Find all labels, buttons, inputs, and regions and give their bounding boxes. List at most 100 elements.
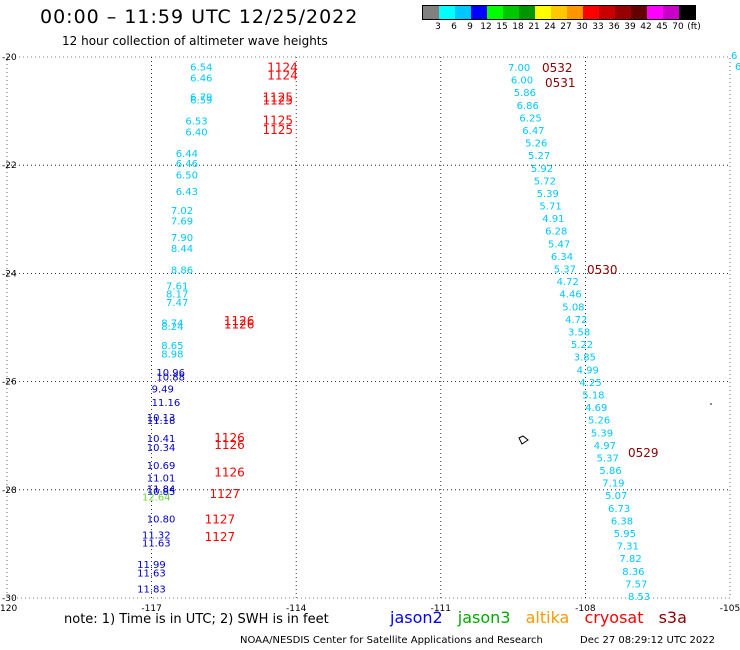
color-scale-legend: 3 6 9 12 15 18 21 24 27 30 33 36 39 42 45 70 (ft) — [422, 5, 701, 34]
pass-time-label: 1126 — [214, 431, 245, 445]
footer-note: note: 1) Time is in UTC; 2) SWH is in fe… — [64, 612, 329, 627]
wave-height-value: 6.28 — [545, 227, 567, 238]
wave-height-value: 5.37 — [554, 265, 576, 276]
legend-swatch — [647, 6, 663, 19]
legend-tick: 27 — [560, 22, 572, 32]
wave-height-value: 4.91 — [542, 214, 564, 225]
legend-swatch — [551, 6, 567, 19]
legend-swatch — [663, 6, 679, 19]
legend-swatch — [679, 6, 695, 19]
map-title: 00:00 – 11:59 UTC 12/25/2022 — [40, 6, 359, 28]
generated-timestamp: Dec 27 08:29:12 UTC 2022 — [580, 635, 715, 646]
legend-swatch — [599, 6, 615, 19]
wave-height-value: 5.26 — [588, 416, 610, 427]
wave-height-value: 5.72 — [534, 176, 556, 187]
pass-time-label: 0530 — [587, 263, 618, 277]
wave-height-value: 7.00 — [508, 63, 530, 74]
wave-height-value: 10.34 — [147, 443, 176, 454]
edge-values: 66 — [731, 51, 740, 73]
wave-height-value: 5.27 — [528, 151, 550, 162]
sat-s3a: s3a — [658, 608, 687, 627]
wave-height-value: 5.26 — [525, 139, 547, 150]
legend-swatch — [439, 6, 455, 19]
wave-height-value: 3.58 — [568, 328, 590, 339]
wave-height-value: 5.18 — [582, 390, 604, 401]
pass-time-label: 1125 — [262, 94, 293, 108]
wave-height-value: 6.79 — [190, 92, 212, 103]
pass-time-label: 1127 — [209, 487, 240, 501]
track-b-values: 7.006.005.866.866.256.475.265.275.925.72… — [508, 63, 650, 603]
sat-jason3: jason3 — [457, 608, 511, 627]
wave-height-value: 5.95 — [614, 529, 636, 540]
wave-height-value: 4.25 — [579, 378, 601, 389]
lat-label: -22 — [2, 161, 17, 171]
wave-height-value: 7.19 — [602, 479, 624, 490]
wave-height-value: 5.07 — [605, 491, 627, 502]
island-shape — [518, 435, 529, 445]
legend-tick: 42 — [640, 22, 652, 32]
wave-height-value: 11.63 — [142, 539, 171, 550]
wave-height-value: 6.54 — [190, 63, 212, 74]
pass-time-label: 0529 — [628, 446, 659, 460]
lat-label: -28 — [2, 486, 17, 496]
lon-label: -114 — [286, 604, 307, 614]
legend-tick: 21 — [528, 22, 540, 32]
wave-height-value: 11.18 — [147, 416, 176, 427]
wave-height-value: 6.53 — [185, 117, 207, 128]
track-a-times: 1124112411251125112511251126112611261126… — [205, 61, 298, 545]
wave-height-value: 11.84 — [147, 485, 176, 496]
wave-height-value: 6 — [731, 51, 737, 62]
legend-swatch — [535, 6, 551, 19]
pass-time-label: 1125 — [262, 90, 293, 104]
wave-height-value: 5.71 — [539, 202, 561, 213]
wave-height-value: 4.72 — [565, 315, 587, 326]
wave-height-value: 6.34 — [551, 252, 573, 263]
wave-height-value: 4.69 — [585, 403, 607, 414]
pass-time-label: 1125 — [262, 114, 293, 128]
pass-time-label: 1124 — [267, 69, 298, 83]
legend-swatch — [567, 6, 583, 19]
wave-height-value: 4.99 — [577, 365, 599, 376]
wave-height-value: 6.47 — [522, 126, 544, 137]
pass-time-label: 1124 — [267, 61, 298, 75]
wave-height-value: 10.88 — [156, 373, 185, 384]
wave-height-value: 10.85 — [147, 487, 176, 498]
wave-height-value: 11.01 — [147, 474, 176, 485]
wave-height-value: 5.39 — [591, 428, 613, 439]
legend-tick: 9 — [467, 22, 473, 32]
pass-time-label: 1126 — [224, 318, 255, 332]
pass-time-label: 1126 — [224, 314, 255, 328]
legend-swatch — [519, 6, 535, 19]
wave-height-value: 12.64 — [142, 493, 171, 504]
track-a-values: 6.546.466.796.596.536.406.446.466.506.43… — [137, 63, 212, 596]
sat-altika: altika — [525, 608, 570, 627]
pass-time-label: 1126 — [214, 438, 245, 452]
wave-height-value: 6.50 — [176, 171, 198, 182]
pass-time-label: 1127 — [205, 530, 236, 544]
wave-height-value: 6.43 — [176, 187, 198, 198]
wave-height-value: 6.00 — [511, 76, 533, 87]
wave-height-value: 7.47 — [166, 298, 188, 309]
wave-height-value: 8.17 — [166, 290, 188, 301]
legend-tick: 18 — [512, 22, 524, 32]
wave-height-value: 5.08 — [562, 302, 584, 313]
wave-height-value: 7.61 — [166, 282, 188, 293]
wave-height-value: 8.24 — [161, 322, 183, 333]
axis-labels: -20 -22 -24 -26 -28 -30-120 -117 -114 -111 -108 -1… — [0, 53, 740, 614]
wave-height-value: 6.86 — [517, 101, 539, 112]
pass-time-label: 1125 — [262, 123, 293, 137]
wave-height-value: 11.63 — [137, 568, 166, 579]
lon-label: -105 — [720, 604, 740, 614]
wave-height-value: 5.22 — [571, 340, 593, 351]
legend-swatch — [583, 6, 599, 19]
wave-height-value: 11.83 — [137, 585, 166, 596]
wave-height-value: 6.25 — [519, 113, 541, 124]
wave-height-value: 6 — [735, 62, 740, 73]
wave-height-value: 10.13 — [147, 413, 176, 424]
wave-height-value: 8.53 — [628, 592, 650, 603]
wave-height-value: 6.46 — [176, 159, 198, 170]
legend-swatch — [631, 6, 647, 19]
wave-height-value: 7.82 — [619, 554, 641, 565]
